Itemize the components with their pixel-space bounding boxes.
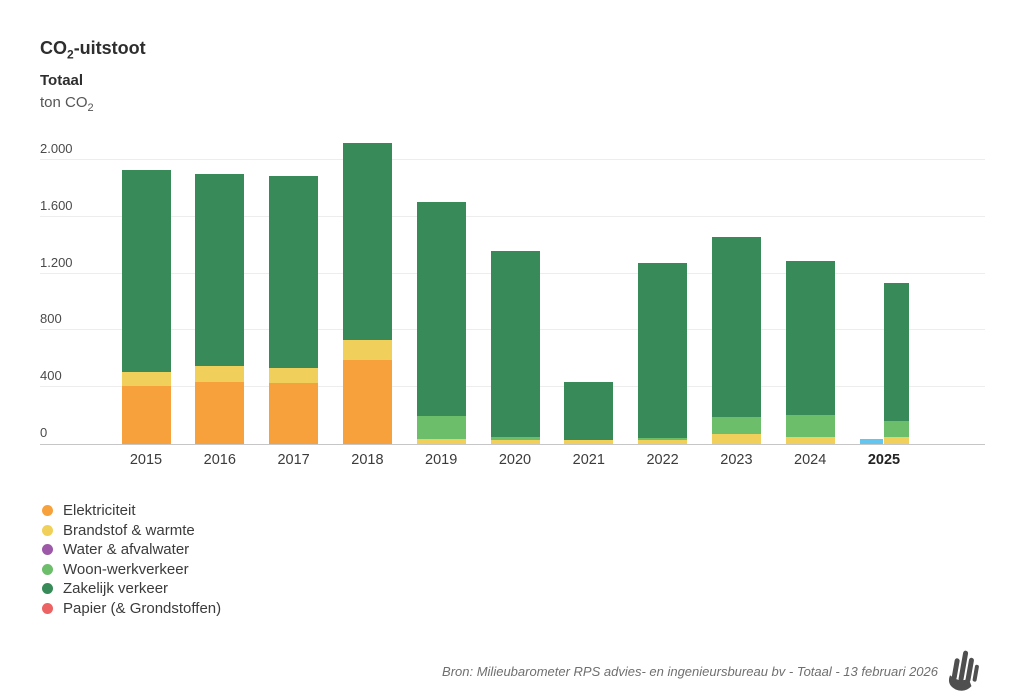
chart-subtitle: Totaal [40, 72, 84, 89]
bar-segment-2017-zakelijk[interactable] [269, 176, 319, 368]
bar-segment-2024-brandstof[interactable] [785, 437, 835, 444]
legend-label-water: Water & afvalwater [63, 541, 190, 558]
bar-segment-2025-brandstof[interactable] [884, 437, 909, 444]
legend-label-elektriciteit: Elektriciteit [63, 502, 136, 519]
source-text: Bron: Milieubarometer RPS advies- en ing… [442, 663, 938, 679]
x-axis-label-2016: 2016 [203, 452, 236, 468]
bar-segment-2015-brandstof[interactable] [121, 372, 171, 386]
legend-item-brandstof: Brandstof & warmte [42, 521, 221, 541]
x-axis-label-2015: 2015 [129, 452, 163, 468]
bar-2017[interactable] [269, 176, 319, 444]
bar-segment-2023-brandstof[interactable] [711, 434, 761, 444]
bar-segment-2022-zakelijk[interactable] [638, 263, 688, 438]
bar-segment-2017-elektriciteit[interactable] [269, 383, 319, 444]
plot-area: 2.000 1.600 1.200 800 400 0 [40, 130, 985, 445]
bar-2025[interactable] [884, 283, 909, 444]
bar-2024[interactable] [785, 261, 835, 444]
bar-segment-2018-brandstof[interactable] [342, 340, 392, 360]
bar-2021[interactable] [564, 382, 614, 444]
x-axis-label-2017: 2017 [277, 452, 310, 468]
bar-segment-2016-brandstof[interactable] [195, 366, 245, 382]
legend-label-papier: Papier (& Grondstoffen) [63, 599, 222, 617]
legend-dot-papier [42, 602, 53, 614]
y-tick-label-1600: 1.600 [40, 198, 73, 213]
legend-dot-woonwerk [42, 563, 53, 575]
legend-item-water: Water & afvalwater [42, 540, 221, 560]
bar-segment-2016-zakelijk[interactable] [195, 174, 245, 366]
legend-dot-elektriciteit [42, 505, 53, 517]
bar-2015[interactable] [121, 170, 171, 444]
bar-2023[interactable] [711, 237, 761, 444]
x-axis-label-2018: 2018 [351, 452, 384, 468]
y-axis-unit-label: ton CO2 [40, 94, 94, 114]
extra-bar-segment-2025[interactable] [859, 439, 883, 444]
gridline-2000 [40, 159, 985, 160]
legend-dot-zakelijk [42, 583, 53, 595]
bar-segment-2019-brandstof[interactable] [416, 439, 466, 444]
bar-segment-2023-woonwerk[interactable] [711, 417, 761, 434]
bar-2019[interactable] [416, 202, 466, 444]
page-title: CO2-uitstoot [40, 38, 146, 62]
x-axis-label-2024: 2024 [794, 452, 827, 468]
legend-dot-brandstof [42, 524, 53, 536]
bar-segment-2022-brandstof[interactable] [638, 440, 688, 444]
legend: Elektriciteit Brandstof & warmte Water & a… [42, 501, 221, 618]
legend-item-woonwerk: Woon-werkverkeer [42, 560, 221, 580]
legend-label-woonwerk: Woon-werkverkeer [63, 560, 189, 578]
bar-segment-2020-brandstof[interactable] [490, 440, 540, 444]
x-axis-label-2020: 2020 [498, 452, 532, 468]
legend-dot-water [42, 544, 53, 556]
legend-item-elektriciteit: Elektriciteit [42, 501, 221, 521]
bar-segment-2021-brandstof[interactable] [564, 440, 614, 444]
bar-segment-2020-woonwerk[interactable] [490, 437, 540, 440]
bar-2020[interactable] [490, 251, 540, 444]
bar-segment-2023-zakelijk[interactable] [711, 237, 761, 417]
x-axis-label-2025: 2025 [867, 452, 901, 468]
x-axis-label-2019: 2019 [425, 452, 458, 468]
y-tick-label-2000: 2.000 [40, 141, 73, 156]
extra-bar-2025[interactable] [859, 439, 883, 444]
legend-label-zakelijk: Zakelijk verkeer [63, 580, 169, 597]
bar-segment-2020-zakelijk[interactable] [490, 251, 540, 437]
bar-segment-2021-zakelijk[interactable] [564, 382, 614, 440]
bar-segment-2018-zakelijk[interactable] [342, 143, 392, 340]
bar-segment-2019-woonwerk[interactable] [416, 416, 466, 439]
x-axis-label-2023: 2023 [720, 452, 753, 468]
milieubarometer-hand-logo-icon [948, 650, 979, 691]
bar-segment-2025-woonwerk[interactable] [884, 421, 909, 437]
bar-segment-2024-woonwerk[interactable] [785, 415, 835, 437]
bar-2022[interactable] [638, 263, 688, 444]
bar-segment-2016-elektriciteit[interactable] [195, 382, 245, 444]
bar-segment-2018-elektriciteit[interactable] [342, 360, 392, 444]
y-tick-label-400: 400 [40, 368, 62, 383]
legend-label-brandstof: Brandstof & warmte [63, 521, 195, 539]
x-axis-label-2021: 2021 [572, 452, 605, 468]
x-axis-label-2022: 2022 [646, 452, 679, 468]
bar-segment-2015-zakelijk[interactable] [121, 170, 171, 372]
gridline-1600 [40, 216, 985, 217]
bar-segment-2022-woonwerk[interactable] [638, 438, 688, 440]
bar-segment-2024-zakelijk[interactable] [785, 261, 835, 415]
legend-item-papier: Papier (& Grondstoffen) [42, 599, 221, 619]
y-tick-label-1200: 1.200 [40, 255, 73, 270]
bar-segment-2017-brandstof[interactable] [269, 368, 319, 383]
bar-segment-2019-zakelijk[interactable] [416, 202, 466, 416]
bar-segment-2015-elektriciteit[interactable] [121, 386, 171, 444]
y-tick-label-0: 0 [40, 425, 48, 440]
bar-2016[interactable] [195, 174, 245, 444]
bar-2018[interactable] [342, 143, 392, 444]
chart-footer: Bron: Milieubarometer RPS advies- en ing… [442, 648, 984, 694]
bar-segment-2025-zakelijk[interactable] [884, 283, 909, 421]
legend-item-zakelijk: Zakelijk verkeer [42, 579, 221, 599]
y-tick-label-800: 800 [40, 311, 62, 326]
